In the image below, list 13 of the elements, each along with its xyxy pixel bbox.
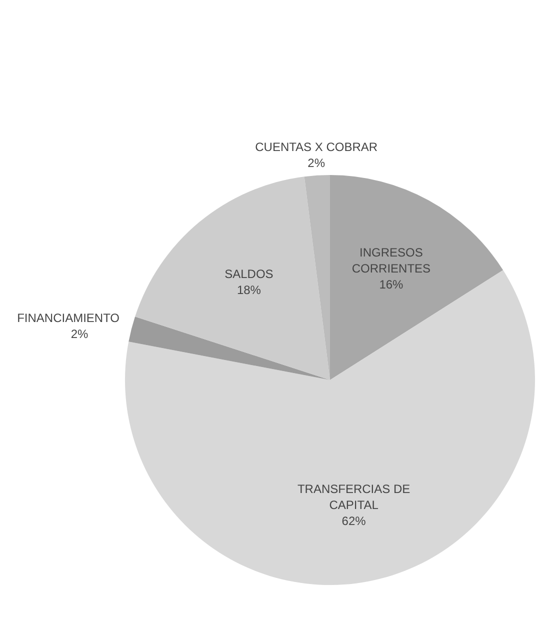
slice-label: INGRESOS CORRIENTES [352, 246, 431, 276]
slice-label: CUENTAS X COBRAR [255, 140, 378, 154]
pie-slice [128, 316, 330, 380]
data-label: 2% [70, 326, 89, 341]
data-label: 2% [308, 156, 326, 170]
data-label: 18% [236, 283, 262, 298]
slice-label: TRANSFERCIAS DE CAPITAL [297, 482, 410, 512]
pie-slice [304, 175, 330, 380]
data-label: 62% [342, 514, 366, 528]
data-label: 16% [379, 278, 404, 292]
slice-label: SALDOS [224, 267, 274, 282]
pie-slice [330, 175, 504, 380]
slice-label: FINANCIAMIENTO [17, 310, 120, 325]
